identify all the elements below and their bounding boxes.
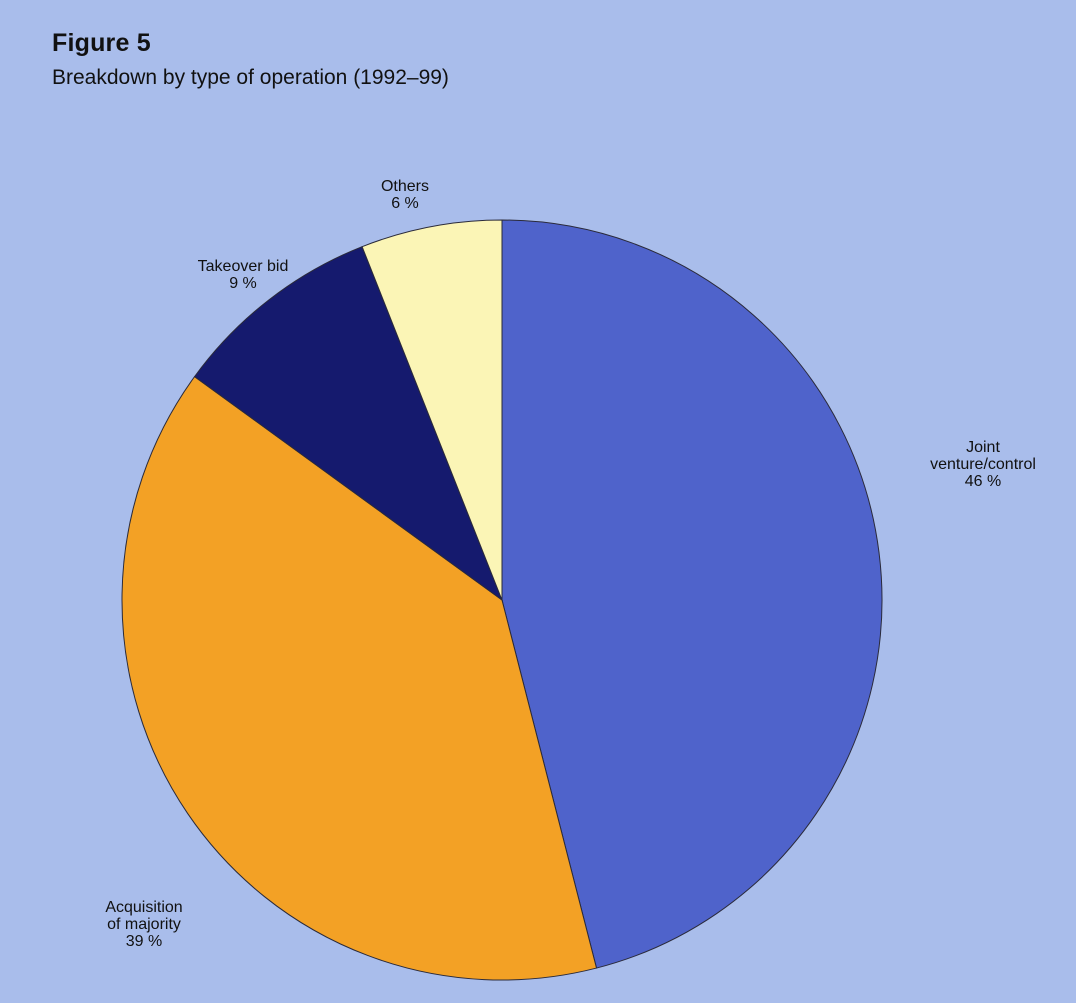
pie-slices xyxy=(121,219,883,981)
slice-label: Acquisition of majority 39 % xyxy=(105,899,182,950)
slice-label-line: Acquisition xyxy=(105,899,182,916)
slice-label-line: Others xyxy=(381,178,429,195)
pie-labels: Joint venture/control 46 % Acquisition of ma… xyxy=(105,178,1036,950)
slice-label-line: Joint xyxy=(966,439,1000,456)
slice-label-line: venture/control xyxy=(930,456,1036,473)
pie-slice xyxy=(361,219,503,601)
pie-slice xyxy=(193,246,504,602)
slice-label-line: Takeover bid xyxy=(198,258,289,275)
slice-label: Others 6 % xyxy=(381,178,429,212)
slice-label-line: of majority xyxy=(107,916,181,933)
figure-label: Figure 5 xyxy=(52,29,151,57)
pie-slice xyxy=(501,219,883,969)
slice-label-line: 9 % xyxy=(229,275,257,292)
slice-label-line: 6 % xyxy=(391,195,419,212)
slice-label-line: 39 % xyxy=(126,933,162,950)
slice-label: Joint venture/control 46 % xyxy=(930,439,1036,490)
pie-slice xyxy=(121,375,598,981)
figure-subtitle: Breakdown by type of operation (1992–99) xyxy=(52,66,449,89)
slice-label: Takeover bid 9 % xyxy=(198,258,289,292)
slice-label-line: 46 % xyxy=(965,473,1001,490)
